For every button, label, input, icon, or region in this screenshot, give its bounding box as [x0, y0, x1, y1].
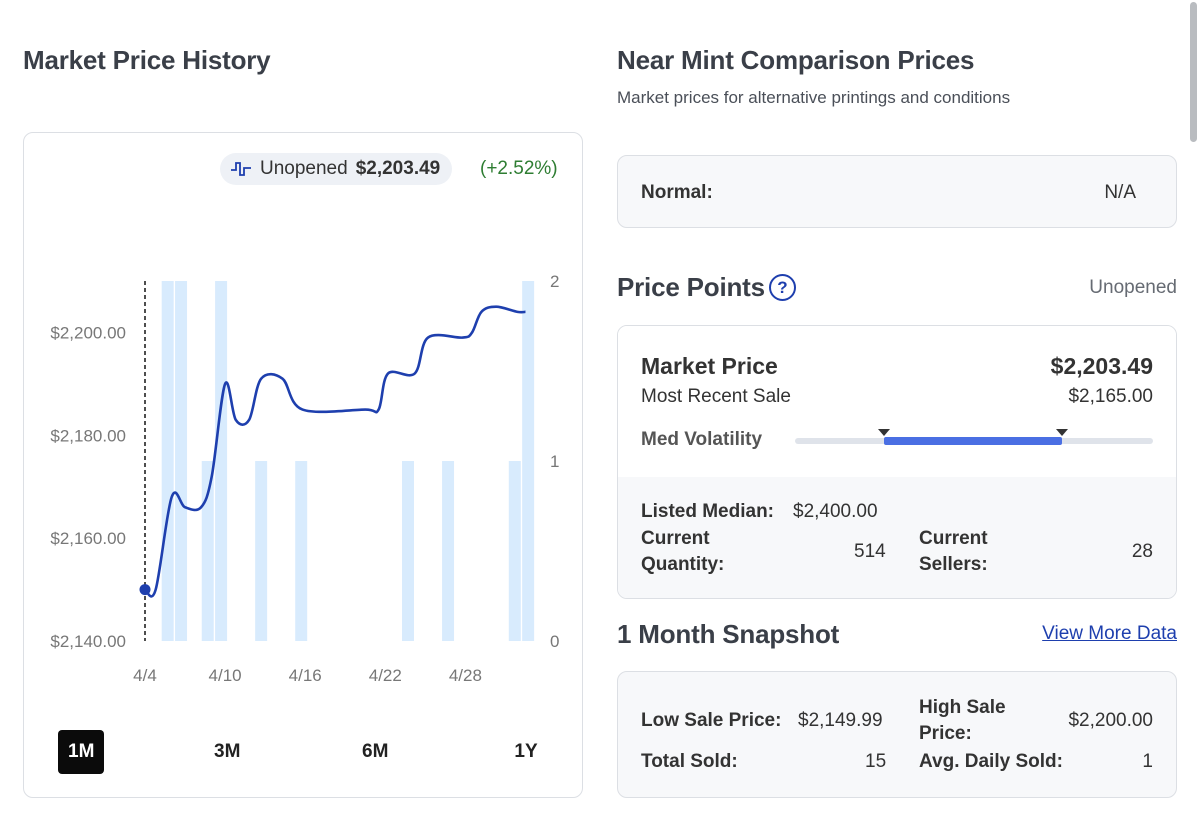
total-sold-label: Total Sold:: [641, 751, 738, 772]
current-quantity-label-line2: Quantity:: [641, 554, 725, 575]
volatility-low-marker: [878, 429, 890, 436]
high-sale-label-line1: High Sale: [919, 697, 1006, 718]
right-axis-tick-label: 1: [550, 452, 559, 471]
x-axis-tick-label: 4/28: [449, 666, 482, 685]
listed-median-value: $2,400.00: [793, 501, 878, 522]
price-history-chart-card: $2,200.00 $2,180.00 $2,160.00 $2,140.00 2 1 0 4…: [23, 132, 583, 798]
volatility-high-marker: [1056, 429, 1068, 436]
volatility-range-fill: [884, 437, 1062, 445]
help-icon[interactable]: ?: [769, 274, 796, 301]
market-price-value: $2,203.49: [1050, 353, 1153, 379]
price-change: (+2.52%): [480, 158, 558, 179]
market-price-label: Market Price: [641, 353, 778, 379]
market-price-history-title: Market Price History: [23, 45, 271, 75]
x-axis-tick-label: 4/4: [133, 666, 157, 685]
x-axis-tick-label: 4/10: [209, 666, 242, 685]
volume-bar: [401, 461, 414, 641]
price-points-box: Market Price $2,203.49 Most Recent Sale …: [617, 325, 1177, 599]
left-axis-tick-label: $2,160.00: [50, 529, 126, 548]
condition-label: Unopened: [1089, 277, 1177, 298]
series-price: $2,203.49: [355, 158, 441, 179]
normal-label: Normal:: [641, 182, 713, 203]
volume-bar: [255, 461, 268, 641]
normal-price-box: Normal: N/A: [617, 155, 1177, 228]
recent-sale-value: $2,165.00: [1068, 386, 1153, 407]
price-points-title: Price Points: [617, 272, 765, 302]
x-axis-tick-label: 4/22: [369, 666, 402, 685]
view-more-data-link[interactable]: View More Data: [1042, 623, 1177, 644]
step-chart-icon: [231, 162, 251, 176]
range-3m-button[interactable]: 3M: [214, 741, 241, 762]
current-quantity-label-line1: Current: [641, 528, 710, 549]
volume-bar: [522, 281, 535, 641]
volume-bar: [295, 461, 308, 641]
snapshot-box: Low Sale Price: $2,149.99 High Sale Pric…: [617, 671, 1177, 798]
left-axis-tick-label: $2,200.00: [50, 323, 126, 342]
low-sale-label: Low Sale Price:: [641, 710, 782, 731]
start-point: [139, 584, 151, 596]
current-sellers-label-line2: Sellers:: [919, 554, 988, 575]
left-axis-tick-label: $2,180.00: [50, 426, 126, 445]
volume-bar: [201, 461, 214, 641]
volume-bar: [175, 281, 188, 641]
right-axis-tick-label: 0: [550, 632, 559, 651]
current-quantity-value: 514: [854, 541, 886, 562]
x-axis-tick-label: 4/16: [289, 666, 322, 685]
high-sale-label-line2: Price:: [919, 723, 972, 744]
volatility-label: Med Volatility: [641, 429, 763, 450]
range-1m-button[interactable]: 1M: [58, 730, 105, 774]
series-label: Unopened: [260, 158, 348, 179]
left-axis-tick-label: $2,140.00: [50, 632, 126, 651]
current-sellers-label-line1: Current: [919, 528, 988, 549]
high-sale-value: $2,200.00: [1068, 710, 1153, 731]
avg-daily-sold-label: Avg. Daily Sold:: [919, 751, 1063, 772]
avg-daily-sold-value: 1: [1142, 751, 1153, 772]
page-scrollbar[interactable]: [1190, 2, 1197, 142]
low-sale-value: $2,149.99: [798, 710, 883, 731]
volume-bar: [442, 461, 455, 641]
comparison-prices-subtitle: Market prices for alternative printings …: [617, 88, 1011, 107]
volume-bar: [215, 281, 228, 641]
range-1y-button[interactable]: 1Y: [514, 741, 538, 762]
listed-median-label: Listed Median:: [641, 501, 775, 522]
normal-value: N/A: [1104, 182, 1136, 203]
series-pill[interactable]: Unopened $2,203.49: [220, 153, 453, 185]
price-history-chart[interactable]: $2,200.00 $2,180.00 $2,160.00 $2,140.00 2 1 0 4…: [24, 133, 584, 799]
volume-bar: [161, 281, 174, 641]
recent-sale-label: Most Recent Sale: [641, 386, 791, 407]
total-sold-value: 15: [865, 751, 887, 772]
comparison-prices-title: Near Mint Comparison Prices: [617, 45, 975, 75]
range-6m-button[interactable]: 6M: [362, 741, 389, 762]
price-line: [143, 305, 526, 598]
right-axis-tick-label: 2: [550, 272, 559, 291]
snapshot-title: 1 Month Snapshot: [617, 619, 840, 649]
current-sellers-value: 28: [1131, 541, 1153, 562]
volume-bar: [508, 461, 521, 641]
